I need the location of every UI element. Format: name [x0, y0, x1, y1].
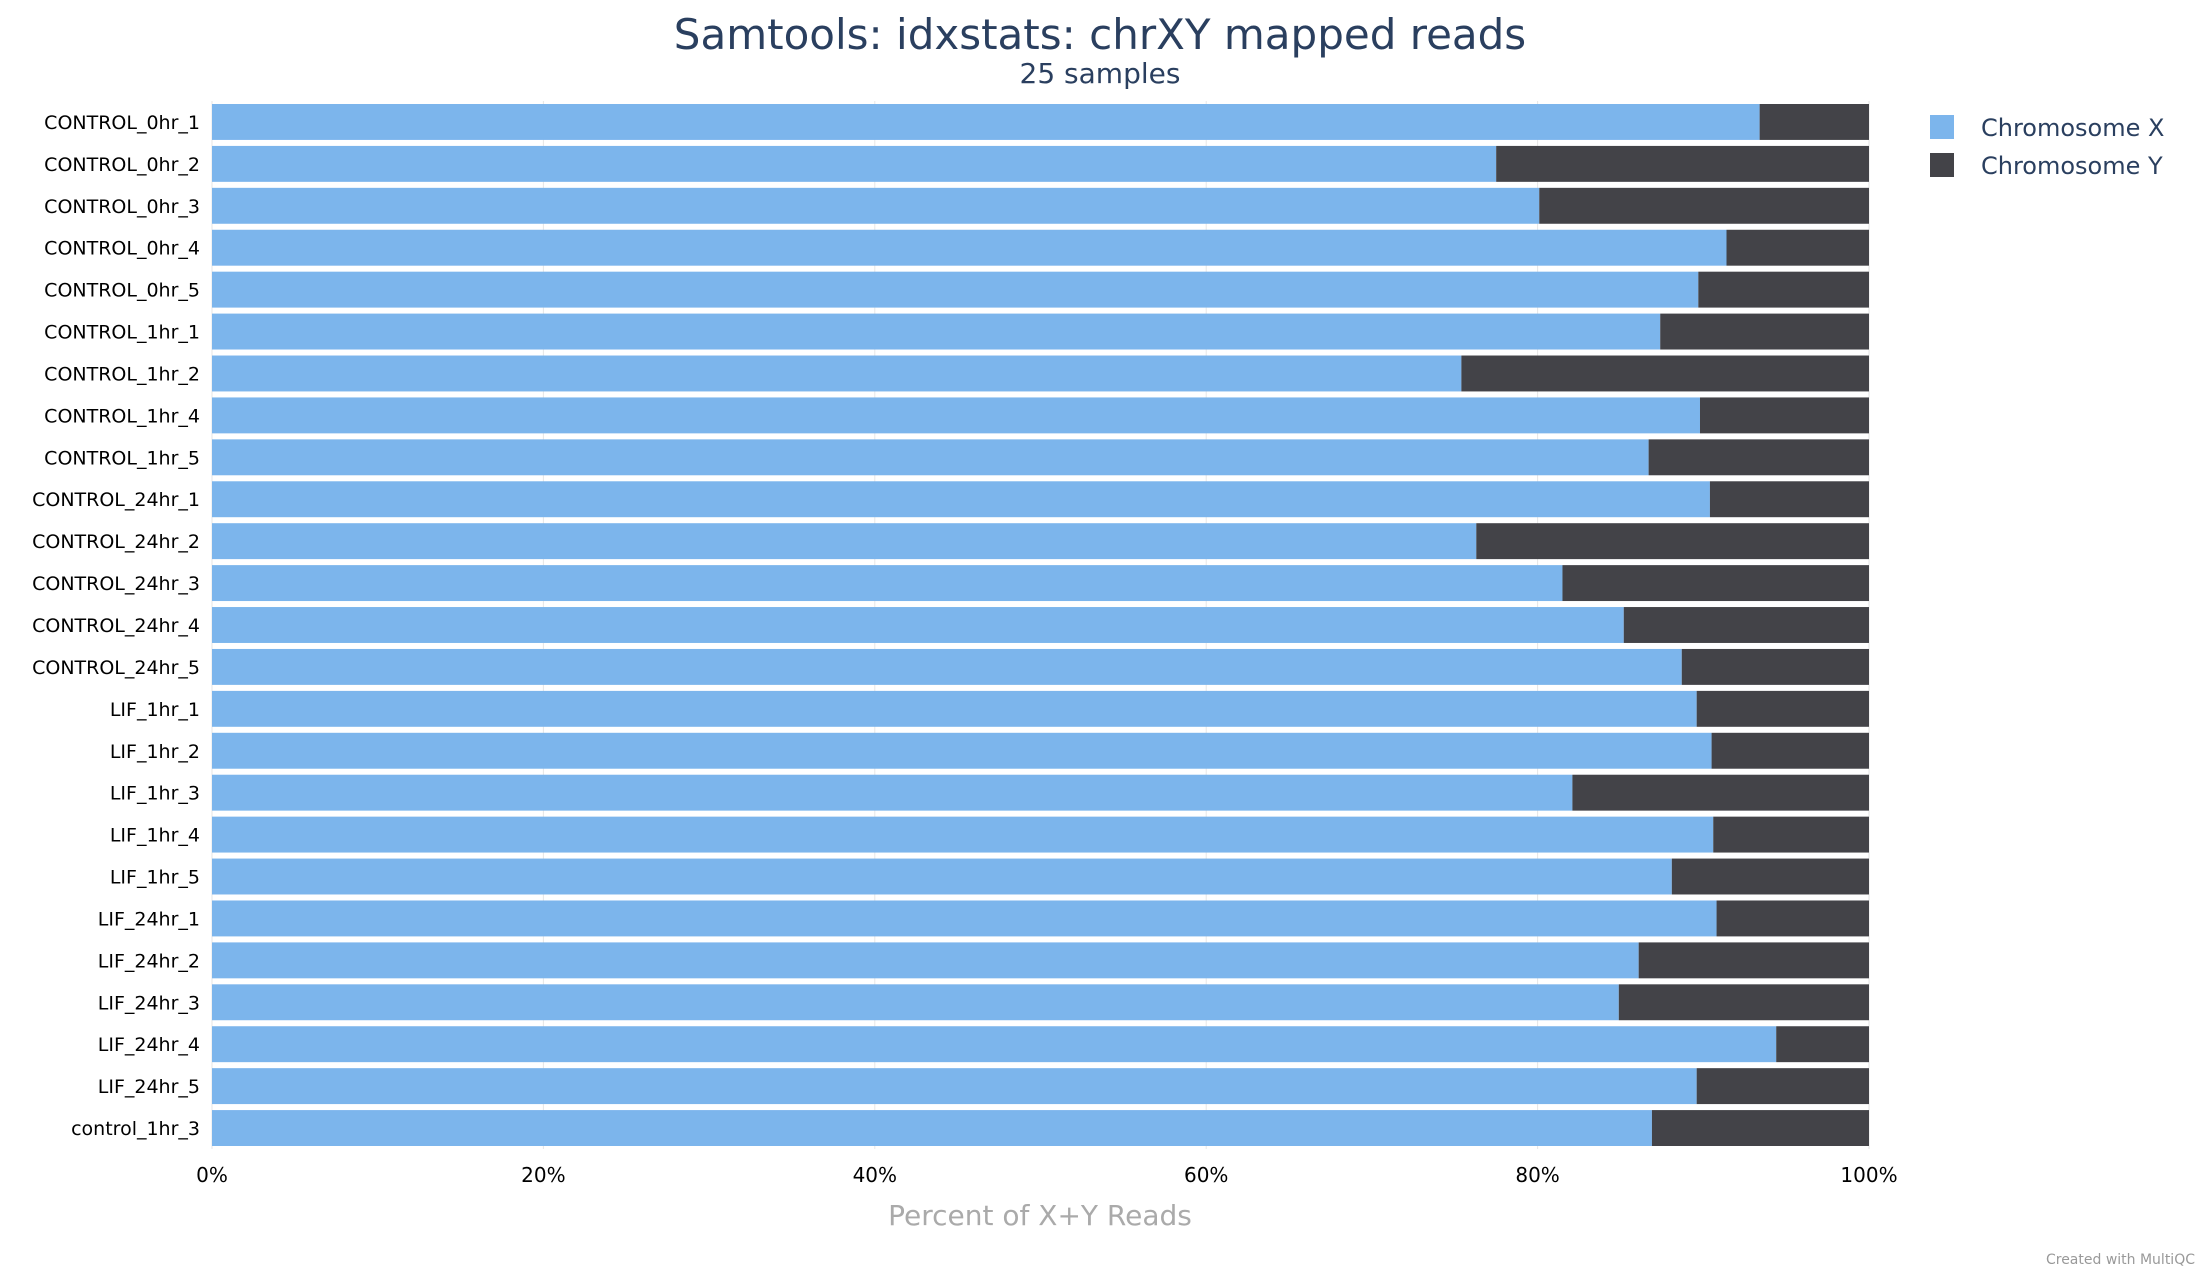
bar-chromosome-x-LIF_24hr_4[interactable] [212, 1026, 1777, 1063]
bar-chromosome-x-CONTROL_1hr_2[interactable] [212, 355, 1462, 392]
bar-chromosome-x-LIF_1hr_5[interactable] [212, 858, 1672, 895]
y-tick-label: LIF_24hr_4 [98, 1034, 200, 1056]
y-tick-label: CONTROL_1hr_5 [44, 447, 200, 469]
y-tick-label: LIF_1hr_4 [110, 825, 200, 847]
bar-chromosome-x-LIF_1hr_1[interactable] [212, 690, 1697, 727]
y-tick-label: CONTROL_0hr_5 [44, 280, 200, 302]
bar-chromosome-x-CONTROL_0hr_3[interactable] [212, 187, 1540, 224]
y-tick-label: CONTROL_24hr_2 [32, 531, 200, 553]
bar-chromosome-y-LIF_24hr_3[interactable] [1618, 984, 1869, 1021]
bar-chromosome-y-CONTROL_1hr_1[interactable] [1660, 313, 1869, 350]
legend-label[interactable]: Chromosome Y [1981, 152, 2163, 180]
bar-chromosome-y-CONTROL_24hr_5[interactable] [1681, 648, 1869, 685]
bar-chromosome-y-CONTROL_0hr_2[interactable] [1496, 145, 1869, 182]
bar-chromosome-y-LIF_24hr_4[interactable] [1776, 1026, 1869, 1063]
bar-chromosome-x-CONTROL_24hr_3[interactable] [212, 565, 1563, 602]
credit-text: Created with MultiQC [2045, 1252, 2195, 1268]
bar-chromosome-x-LIF_1hr_3[interactable] [212, 774, 1573, 811]
bar-chromosome-x-LIF_24hr_5[interactable] [212, 1068, 1697, 1105]
bar-chromosome-x-CONTROL_1hr_4[interactable] [212, 397, 1700, 434]
y-tick-label: CONTROL_0hr_1 [44, 112, 200, 134]
legend-swatch[interactable] [1930, 115, 1954, 139]
x-tick-label: 60% [1184, 1163, 1228, 1187]
x-tick-label: 40% [853, 1163, 897, 1187]
y-tick-label: LIF_24hr_2 [98, 950, 200, 972]
legend-swatch[interactable] [1930, 153, 1954, 177]
x-axis-title: Percent of X+Y Reads [888, 1199, 1192, 1232]
y-tick-label: control_1hr_3 [71, 1118, 200, 1140]
bars [212, 104, 1869, 1146]
y-axis-labels: CONTROL_0hr_1 CONTROL_0hr_2 CONTROL_0hr_3 C… [32, 112, 200, 1140]
bar-chromosome-y-LIF_1hr_3[interactable] [1572, 774, 1869, 811]
bar-chromosome-y-CONTROL_24hr_3[interactable] [1562, 565, 1869, 602]
bar-chromosome-x-LIF_24hr_3[interactable] [212, 984, 1619, 1021]
x-axis-ticks: 0% 20% 40% 60% 80% 100% [196, 1163, 1897, 1187]
bar-chromosome-y-LIF_24hr_1[interactable] [1716, 900, 1869, 937]
y-tick-label: LIF_1hr_2 [110, 741, 200, 763]
bar-chromosome-x-CONTROL_0hr_2[interactable] [212, 145, 1497, 182]
y-tick-label: LIF_1hr_1 [110, 699, 200, 721]
bar-chromosome-y-CONTROL_1hr_2[interactable] [1461, 355, 1869, 392]
y-tick-label: LIF_24hr_3 [98, 992, 200, 1014]
bar-chromosome-x-CONTROL_24hr_5[interactable] [212, 648, 1682, 685]
x-tick-label: 0% [196, 1163, 228, 1187]
bar-chromosome-y-control_1hr_3[interactable] [1651, 1110, 1869, 1146]
bar-chromosome-x-LIF_24hr_2[interactable] [212, 942, 1639, 979]
bar-chromosome-y-CONTROL_24hr_4[interactable] [1623, 607, 1869, 643]
bar-chromosome-x-CONTROL_1hr_1[interactable] [212, 313, 1661, 350]
y-tick-label: CONTROL_24hr_3 [32, 573, 200, 595]
bar-chromosome-x-CONTROL_24hr_4[interactable] [212, 607, 1624, 643]
y-tick-label: CONTROL_1hr_2 [44, 363, 200, 385]
bar-chromosome-y-CONTROL_1hr_4[interactable] [1699, 397, 1869, 434]
y-tick-label: CONTROL_24hr_5 [32, 657, 200, 679]
bar-chromosome-y-CONTROL_0hr_5[interactable] [1698, 271, 1869, 308]
bar-chromosome-y-CONTROL_0hr_1[interactable] [1759, 104, 1869, 140]
bar-chromosome-y-LIF_1hr_1[interactable] [1696, 690, 1869, 727]
bar-chromosome-y-LIF_1hr_5[interactable] [1671, 858, 1869, 895]
bar-chromosome-y-CONTROL_1hr_5[interactable] [1648, 439, 1869, 476]
bar-chromosome-x-LIF_24hr_1[interactable] [212, 900, 1717, 937]
bar-chromosome-y-LIF_1hr_4[interactable] [1713, 816, 1869, 853]
bar-chromosome-x-LIF_1hr_4[interactable] [212, 816, 1714, 853]
bar-chromosome-y-CONTROL_24hr_1[interactable] [1709, 481, 1869, 518]
bar-chromosome-y-LIF_1hr_2[interactable] [1711, 732, 1869, 769]
chart-subtitle: 25 samples [1019, 57, 1181, 90]
y-tick-label: CONTROL_24hr_1 [32, 489, 200, 511]
bar-chromosome-x-CONTROL_0hr_4[interactable] [212, 229, 1727, 266]
y-tick-label: CONTROL_0hr_3 [44, 196, 200, 218]
bar-chromosome-y-CONTROL_0hr_3[interactable] [1539, 187, 1869, 224]
bar-chromosome-x-control_1hr_3[interactable] [212, 1110, 1652, 1146]
bar-chromosome-y-LIF_24hr_2[interactable] [1638, 942, 1869, 979]
bar-chromosome-y-CONTROL_0hr_4[interactable] [1726, 229, 1869, 266]
bar-chromosome-y-CONTROL_24hr_2[interactable] [1476, 523, 1869, 560]
y-tick-label: CONTROL_0hr_2 [44, 154, 200, 176]
x-tick-label: 80% [1515, 1163, 1559, 1187]
x-tick-label: 20% [521, 1163, 565, 1187]
bar-chromosome-x-CONTROL_0hr_5[interactable] [212, 271, 1699, 308]
y-tick-label: CONTROL_1hr_4 [44, 405, 200, 427]
bar-chromosome-x-CONTROL_24hr_2[interactable] [212, 523, 1477, 560]
y-tick-label: LIF_1hr_5 [110, 867, 200, 889]
y-tick-label: LIF_1hr_3 [110, 783, 200, 805]
y-tick-label: CONTROL_1hr_1 [44, 322, 200, 344]
bar-chromosome-x-CONTROL_24hr_1[interactable] [212, 481, 1710, 518]
bar-chromosome-x-LIF_1hr_2[interactable] [212, 732, 1712, 769]
bar-chromosome-x-CONTROL_1hr_5[interactable] [212, 439, 1649, 476]
chart-title: Samtools: idxstats: chrXY mapped reads [673, 10, 1527, 59]
y-tick-label: CONTROL_0hr_4 [44, 238, 200, 260]
y-tick-label: LIF_24hr_5 [98, 1076, 200, 1098]
bar-chromosome-y-LIF_24hr_5[interactable] [1696, 1068, 1869, 1105]
y-tick-label: LIF_24hr_1 [98, 908, 200, 930]
legend-label[interactable]: Chromosome X [1981, 114, 2164, 142]
legend[interactable]: Chromosome X Chromosome Y [1930, 114, 2164, 180]
bar-chromosome-x-CONTROL_0hr_1[interactable] [212, 104, 1760, 140]
x-tick-label: 100% [1840, 1163, 1897, 1187]
y-tick-label: CONTROL_24hr_4 [32, 615, 200, 637]
